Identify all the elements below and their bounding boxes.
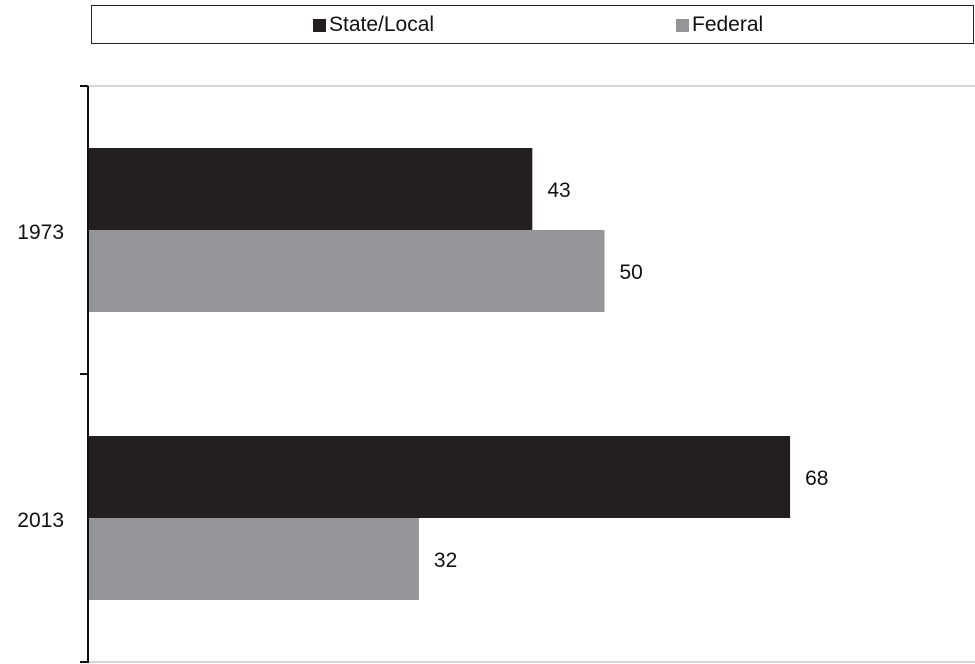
data-label: 43 [547,179,570,202]
legend-swatch-state-local [313,18,326,32]
legend-item-federal: Federal [676,14,763,36]
chart-legend: State/Local Federal [91,5,974,44]
category-label: 2013 [17,509,64,532]
legend-item-state-local: State/Local [313,14,434,36]
data-label: 32 [434,549,457,572]
legend-label-federal: Federal [692,13,764,36]
bar-state-local-2013 [89,436,791,518]
data-label: 68 [805,467,828,490]
legend-swatch-federal [676,18,689,32]
bar-state-local-1973 [89,148,533,230]
data-label: 50 [620,261,643,284]
bar-federal-2013 [89,518,419,600]
legend-label-state-local: State/Local [329,13,435,36]
category-label: 1973 [17,221,64,244]
bar-federal-1973 [89,230,605,312]
